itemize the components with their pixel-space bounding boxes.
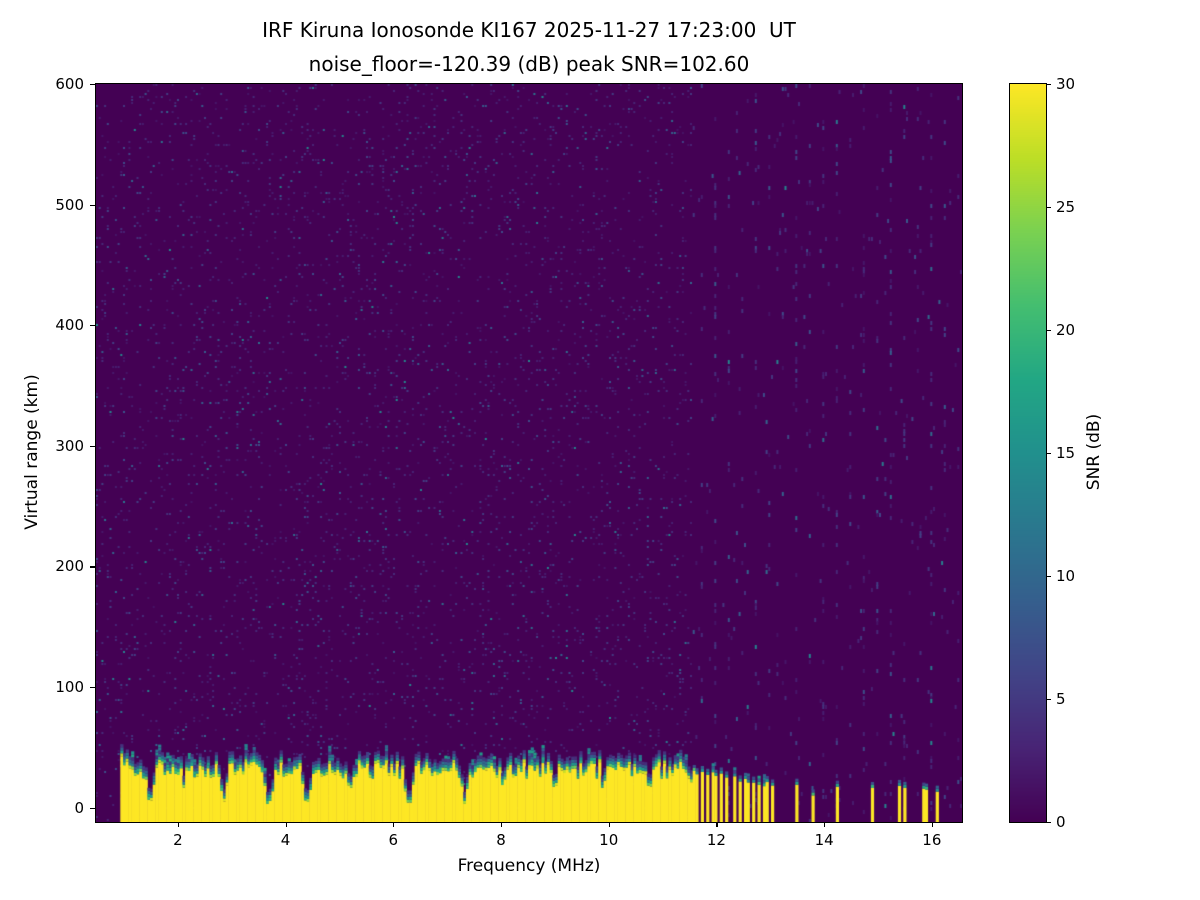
y-tick-mark <box>90 566 95 568</box>
plot-title: IRF Kiruna Ionosonde KI167 2025-11-27 17… <box>262 18 796 42</box>
colorbar-tick-label: 0 <box>1056 813 1066 831</box>
x-tick-label: 8 <box>496 831 506 849</box>
x-tick-mark <box>931 822 934 827</box>
y-tick-label: 0 <box>74 798 84 817</box>
x-tick-mark <box>608 822 610 827</box>
x-tick-mark <box>285 822 287 827</box>
x-tick-mark <box>824 822 826 827</box>
colorbar-tick-mark <box>1047 576 1051 578</box>
x-tick-label: 14 <box>814 831 834 849</box>
y-tick-label: 400 <box>55 316 84 335</box>
y-tick-mark <box>90 445 95 447</box>
x-tick-label: 10 <box>599 831 619 849</box>
x-tick-label: 4 <box>280 831 291 849</box>
colorbar-tick-mark <box>1047 822 1051 824</box>
colorbar-frame <box>1009 83 1047 823</box>
colorbar-tick-mark <box>1047 330 1051 332</box>
colorbar-tick-mark <box>1047 84 1051 86</box>
colorbar-tick-label: 20 <box>1056 321 1076 339</box>
colorbar-tick-mark <box>1047 453 1051 455</box>
y-tick-label: 100 <box>55 677 84 696</box>
x-axis-label: Frequency (MHz) <box>457 856 601 876</box>
plot-subtitle: noise_floor=-120.39 (dB) peak SNR=102.60 <box>308 52 750 76</box>
x-tick-mark <box>393 822 395 827</box>
colorbar-tick-label: 30 <box>1056 75 1076 93</box>
y-tick-mark <box>90 84 95 86</box>
x-tick-mark <box>716 822 718 827</box>
colorbar-tick-label: 10 <box>1056 567 1076 585</box>
y-tick-mark <box>90 325 95 327</box>
colorbar-tick-label: 15 <box>1056 444 1076 462</box>
x-tick-label: 16 <box>922 831 942 849</box>
colorbar-tick-label: 25 <box>1056 198 1076 216</box>
y-tick-mark <box>90 807 95 809</box>
colorbar-label: SNR (dB) <box>1084 413 1104 491</box>
y-tick-mark <box>90 204 95 206</box>
colorbar-tick-mark <box>1047 699 1051 701</box>
y-tick-label: 500 <box>55 195 84 214</box>
y-tick-label: 200 <box>55 557 84 576</box>
x-tick-label: 2 <box>173 831 183 849</box>
y-axis-label: Virtual range (km) <box>22 374 42 530</box>
heatmap-canvas <box>96 84 962 822</box>
plot-frame <box>95 83 963 823</box>
colorbar-canvas <box>1010 84 1046 822</box>
x-tick-label: 6 <box>388 831 399 849</box>
x-tick-label: 12 <box>706 831 726 849</box>
y-tick-label: 300 <box>55 436 84 455</box>
x-tick-mark <box>177 822 180 827</box>
colorbar-tick-mark <box>1047 207 1051 209</box>
colorbar-tick-label: 5 <box>1056 690 1066 708</box>
y-tick-mark <box>90 686 95 689</box>
x-tick-mark <box>500 822 503 827</box>
y-tick-label: 600 <box>55 75 84 93</box>
